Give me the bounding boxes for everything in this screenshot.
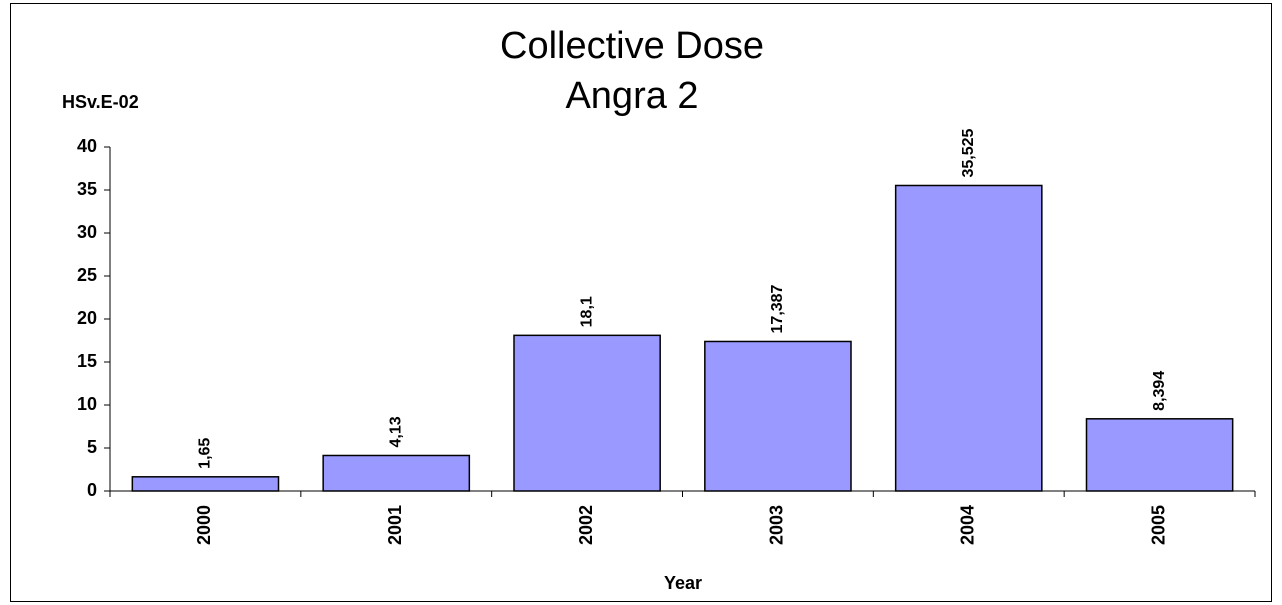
bar [704,340,852,492]
bar [131,476,280,492]
x-axis-label: Year [664,573,702,593]
bar [513,334,661,492]
y-tick-label: 20 [77,308,97,328]
bar [894,184,1043,492]
y-tick-label: 25 [77,265,97,285]
x-tick-label: 2005 [1148,505,1168,545]
y-tick-label: 10 [77,394,97,414]
data-label: 17,387 [769,284,786,333]
x-tick-label: 2000 [194,505,214,545]
y-tick-label: 5 [87,437,97,457]
y-tick-label: 30 [77,222,97,242]
y-tick-label: 15 [77,351,97,371]
y-tick-label: 40 [77,136,97,156]
chart-frame [10,3,1272,602]
chart-title: Collective Dose [500,25,764,67]
data-label: 8,394 [1151,371,1168,411]
data-label: 18,1 [578,296,595,327]
data-label: 4,13 [387,416,404,447]
y-tick-label: 0 [87,480,97,500]
x-tick-label: 2003 [767,505,787,545]
bar [1085,418,1234,492]
data-label: 35,525 [960,128,977,177]
data-label: 1,65 [197,438,214,469]
x-tick-label: 2001 [385,505,405,545]
x-tick-label: 2004 [958,505,978,545]
x-tick-label: 2002 [576,505,596,545]
chart-subtitle: Angra 2 [565,75,698,117]
y-axis-label: HSv.E-02 [62,92,139,112]
bar [322,454,471,492]
y-tick-label: 35 [77,179,97,199]
